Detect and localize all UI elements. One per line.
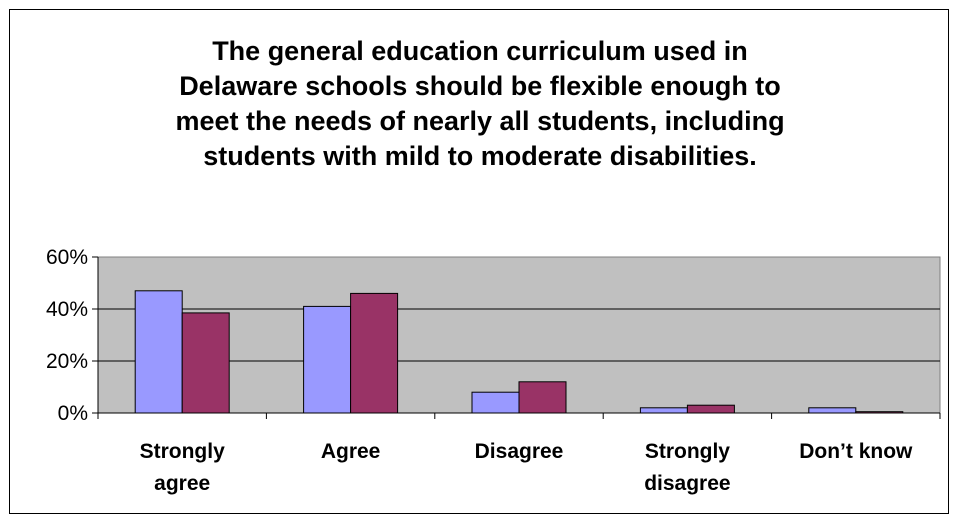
bar-2 [686,404,735,414]
x-axis-labels: Strongly agree Agree Disagree Strongly disagr… [140,440,913,495]
y-tick-label: 0% [58,402,88,425]
y-axis-ticks: 0% 20% 40% 60% [46,246,98,425]
x-category-label: Strongly disagree [644,440,730,495]
x-category-label: Agree [321,440,381,463]
bar-1 [471,391,520,414]
bar-1 [303,305,352,414]
gridlines [98,308,940,362]
x-category-label: Strongly agree [140,440,225,495]
x-category-label: Disagree [475,440,564,463]
bar-1 [134,290,183,414]
y-tick-label: 20% [46,350,88,373]
y-tick-label: 40% [46,298,88,321]
bar-2 [181,312,230,414]
x-category-label: Don’t know [799,440,913,463]
bar-2 [350,292,399,414]
y-tick-label: 60% [46,246,88,269]
chart-title: The general education curriculum used in… [175,36,785,171]
bars [134,290,904,414]
axes [97,257,941,419]
bar-1 [808,407,857,414]
bar-2 [518,381,567,414]
bar-1 [639,407,688,414]
